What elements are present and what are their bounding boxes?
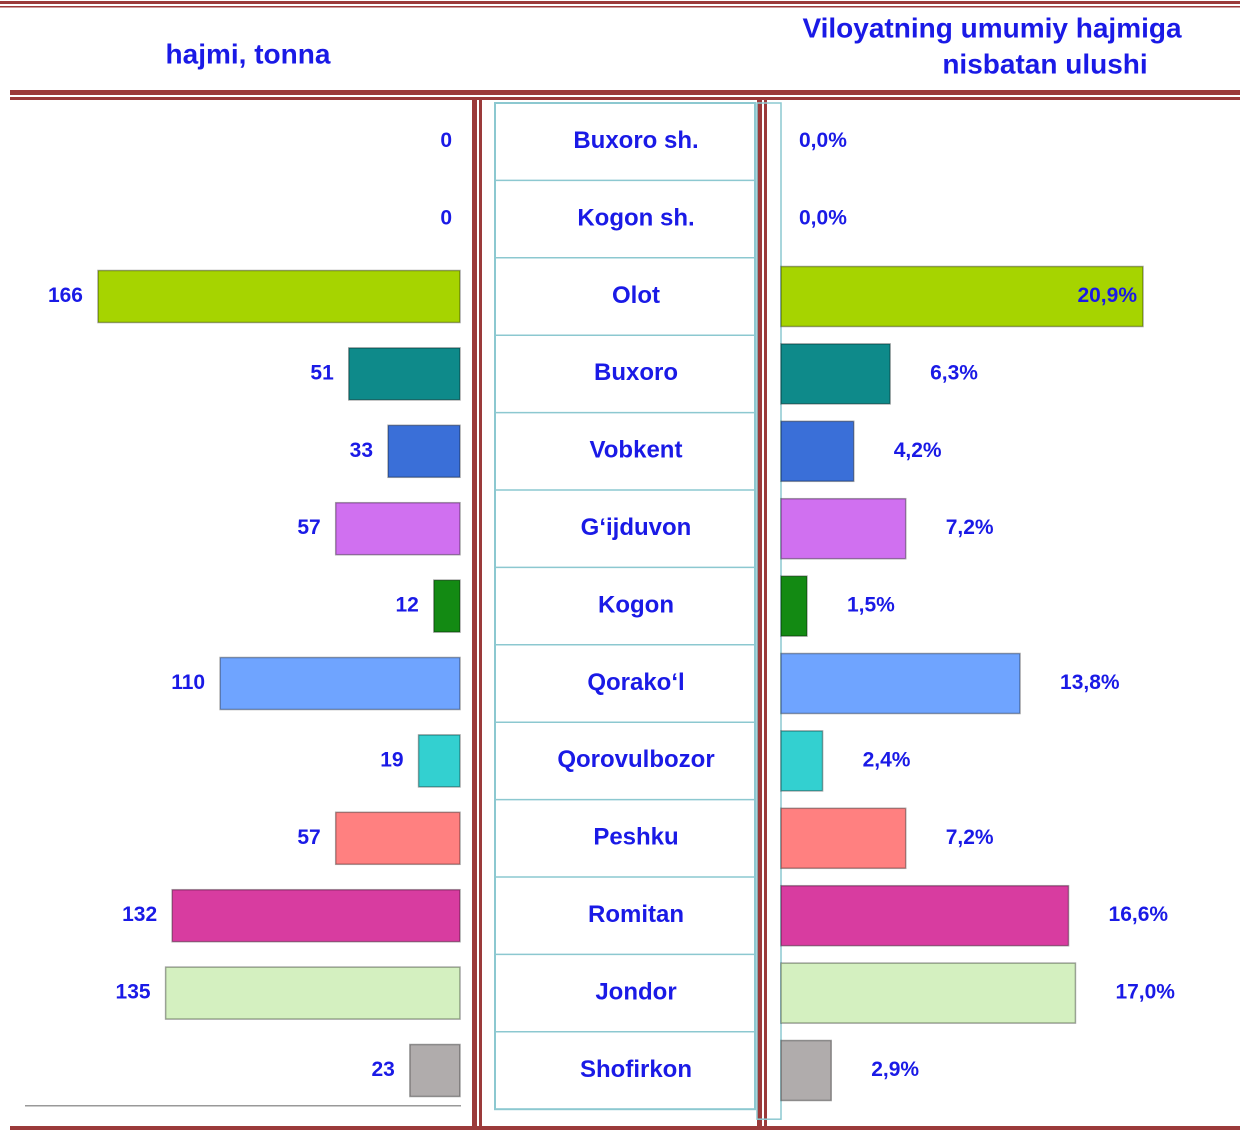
bar — [334, 811, 461, 866]
bar — [780, 420, 855, 483]
table-frame — [494, 102, 756, 1111]
value-label: 110 — [171, 671, 205, 694]
category-label: Kogon sh. — [577, 204, 694, 231]
value-label: 0 — [440, 129, 452, 152]
bar — [780, 884, 1070, 947]
bar — [780, 343, 891, 405]
value-label: 16,6% — [1109, 903, 1169, 926]
value-label: 0 — [440, 207, 452, 230]
top-line — [0, 6, 1240, 8]
bar — [348, 347, 461, 401]
bar — [409, 1043, 461, 1098]
right-title: nisbatan ulushi — [942, 48, 1147, 79]
value-label: 20,9% — [1077, 284, 1137, 307]
bar — [171, 888, 461, 943]
value-label: 57 — [297, 826, 320, 849]
value-label: 7,2% — [946, 516, 994, 539]
divider — [472, 100, 477, 1126]
bottom-line — [10, 1126, 1240, 1130]
bar — [780, 962, 1077, 1024]
category-label: Vobkent — [590, 437, 683, 464]
value-label: 13,8% — [1060, 671, 1120, 694]
header-line — [10, 97, 1240, 100]
bar — [780, 265, 1144, 328]
value-label: 6,3% — [930, 361, 978, 384]
value-label: 2,4% — [863, 748, 911, 771]
value-label: 4,2% — [894, 439, 942, 462]
divider — [479, 100, 482, 1126]
divider — [764, 100, 767, 1126]
top-line — [0, 1, 1240, 4]
header-line — [10, 90, 1240, 95]
rule — [25, 1105, 461, 1107]
value-label: 132 — [122, 903, 157, 926]
right-title: Viloyatning umumiy hajmiga — [802, 12, 1182, 43]
bar — [417, 734, 461, 788]
category-label: Shofirkon — [580, 1056, 692, 1083]
value-label: 12 — [395, 594, 418, 617]
bar — [780, 1039, 832, 1102]
bar — [780, 575, 808, 637]
value-label: 2,9% — [871, 1058, 919, 1081]
bar — [219, 656, 461, 711]
category-label: Kogon — [598, 591, 674, 618]
value-label: 33 — [350, 439, 373, 462]
bar — [780, 497, 907, 560]
value-label: 166 — [48, 284, 83, 307]
category-label: Jondor — [595, 978, 676, 1005]
value-label: 7,2% — [946, 826, 994, 849]
category-label: Romitan — [588, 901, 684, 928]
value-label: 0,0% — [799, 207, 847, 230]
category-label: Olot — [612, 282, 660, 309]
category-label: Qorovulbozor — [557, 746, 714, 773]
category-label: Qorako‘l — [587, 669, 684, 696]
category-label: Buxoro sh. — [573, 127, 698, 154]
category-label: Peshku — [593, 824, 678, 851]
value-label: 135 — [116, 981, 151, 1004]
value-label: 51 — [310, 361, 334, 384]
bar — [780, 652, 1021, 715]
category-label: Buxoro — [594, 359, 678, 386]
bar — [334, 501, 461, 556]
value-label: 23 — [371, 1058, 394, 1081]
value-label: 0,0% — [799, 129, 847, 152]
bar — [164, 966, 461, 1020]
value-label: 17,0% — [1115, 981, 1175, 1004]
bar — [780, 730, 824, 792]
value-label: 57 — [297, 516, 320, 539]
value-label: 19 — [380, 748, 403, 771]
value-label: 1,5% — [847, 594, 895, 617]
category-label: G‘ijduvon — [581, 514, 692, 541]
bar — [97, 269, 461, 324]
bar — [387, 424, 461, 479]
left-title: hajmi, tonna — [166, 38, 331, 69]
bar — [780, 807, 907, 870]
divider — [757, 100, 762, 1126]
bar — [433, 579, 461, 633]
